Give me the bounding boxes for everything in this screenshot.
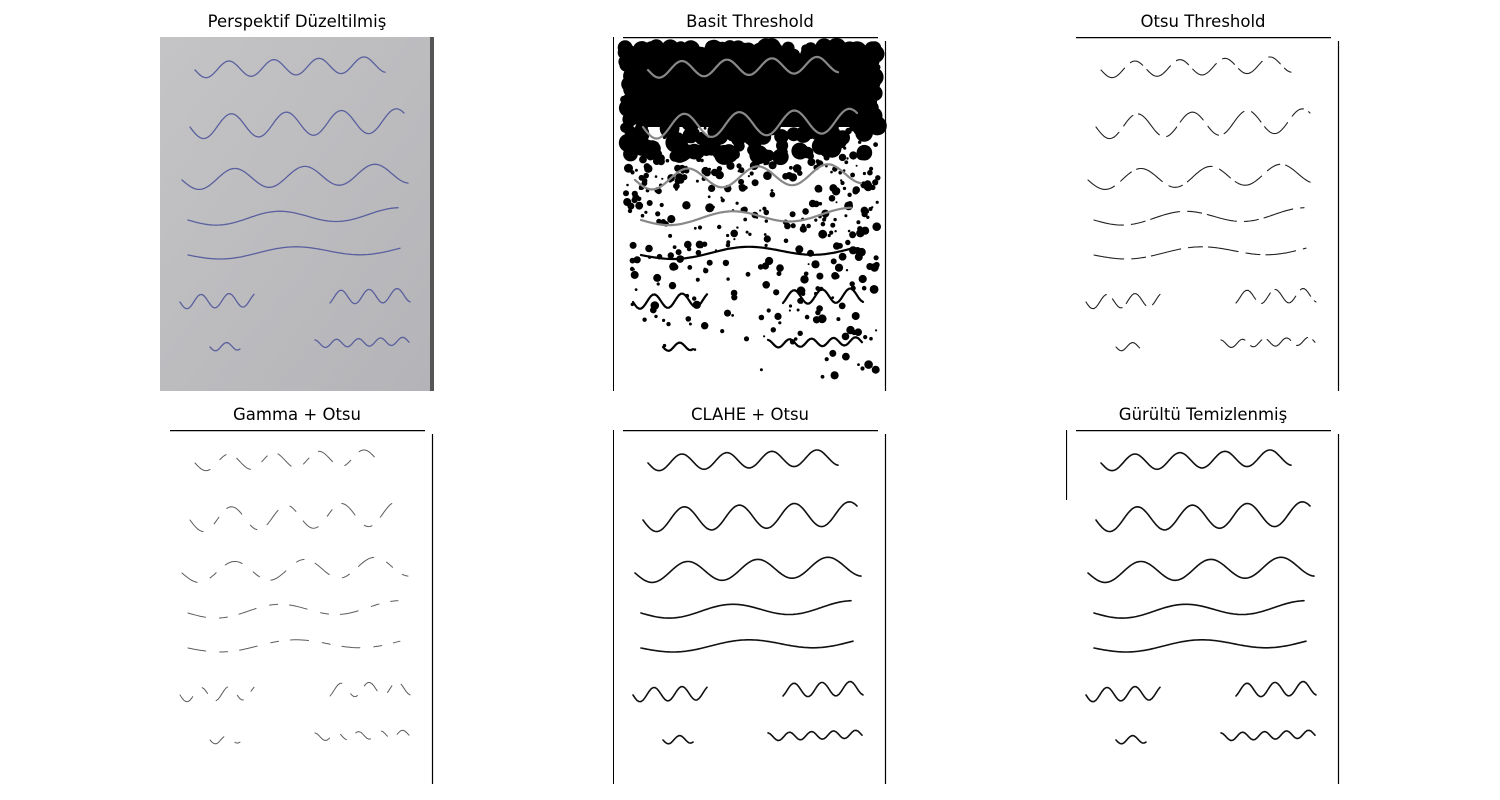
handwriting-stroke [639,245,855,261]
handwriting-stroke [1093,639,1307,653]
panel-image-svg [1066,430,1340,784]
handwriting-stroke [639,206,853,227]
handwriting-stroke [647,449,839,472]
panel-title: Perspektif Düzeltilmiş [207,12,387,31]
panel-image-svg [160,430,434,784]
handwriting-stroke [662,729,863,745]
handwriting-stroke [661,336,864,352]
panel-image [1066,430,1340,784]
handwriting-stroke [187,639,401,653]
handwriting-stroke [179,681,411,703]
handwriting-stroke [189,108,405,140]
handwriting-stroke [1115,729,1316,745]
handwriting-stroke [641,107,859,140]
panel-title: Basit Threshold [686,12,814,31]
handwriting-stroke [189,501,405,533]
handwriting-stroke [1100,56,1292,79]
handwriting-stroke [1115,336,1316,352]
handwriting-stroke [640,639,854,653]
handwriting-stroke [209,336,410,352]
threshold-noise [617,37,887,380]
handwriting-stroke [640,599,852,619]
handwriting-stroke [1093,207,1305,226]
panel-image-svg [613,37,887,391]
handwriting-stroke [1085,288,1317,310]
panel-title: Gürültü Temizlenmiş [1118,405,1288,424]
handwriting-stroke [1100,449,1292,472]
panel-image-svg [1066,37,1340,391]
handwriting-stroke [179,287,411,310]
panel-image [613,430,887,784]
handwriting-stroke [187,207,399,226]
handwriting-stroke [632,680,864,703]
handwriting-stroke [633,163,863,191]
handwriting-stroke [194,56,386,79]
handwriting-stroke [1085,680,1317,703]
handwriting-stroke [1093,246,1307,260]
panel-image [160,430,434,784]
handwriting-stroke [634,556,862,584]
handwriting-stroke [194,449,386,472]
handwriting-stroke [187,246,401,260]
handwriting-stroke [209,729,410,745]
handwriting-stroke [646,55,840,79]
panel-image [1066,37,1340,391]
handwriting-stroke [642,500,858,533]
handwriting-stroke [181,163,409,191]
handwriting-stroke [1093,599,1305,619]
panel-title: Otsu Threshold [1140,12,1266,31]
handwriting-stroke [1087,556,1315,584]
handwriting-stroke [1095,500,1311,533]
handwriting-stroke [1087,163,1315,190]
handwriting-stroke [1095,108,1311,140]
panel-title: CLAHE + Otsu [690,405,810,424]
handwriting-stroke [631,287,865,310]
handwriting-stroke [181,556,409,583]
handwriting-stroke [187,600,399,619]
panel-image [160,37,434,391]
panel-image [613,37,887,391]
panel-image-svg [160,37,434,391]
panel-image-svg [613,430,887,784]
panel-title: Gamma + Otsu [233,405,361,424]
